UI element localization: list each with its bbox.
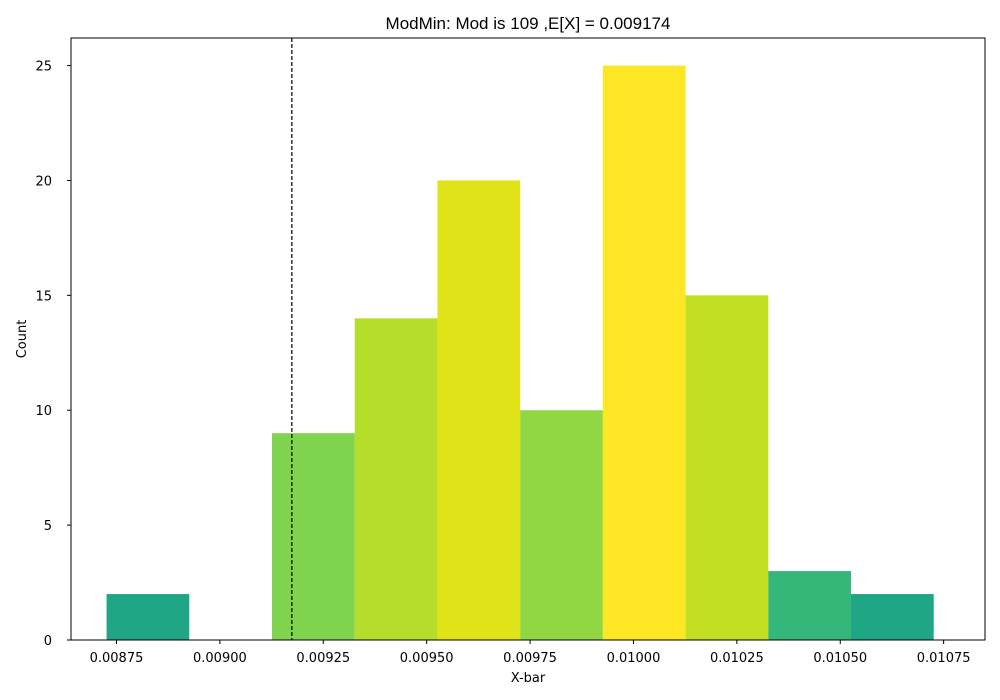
x-tick-label: 0.00875 [90, 651, 144, 666]
histogram-bar [271, 433, 355, 640]
plot-frame [70, 37, 986, 641]
histogram-bar [602, 65, 686, 641]
x-tick-label: 0.01000 [607, 651, 661, 666]
histogram-bar [685, 295, 769, 640]
x-tick-label: 0.00975 [503, 651, 557, 666]
x-tick-label: 0.00925 [296, 651, 350, 666]
bars-group [106, 65, 934, 641]
histogram-bar [851, 594, 934, 640]
x-tick-label: 0.00900 [193, 651, 247, 666]
y-tick-label: 0 [44, 634, 52, 649]
histogram-bar [768, 571, 852, 640]
y-tick-label: 20 [35, 174, 52, 189]
y-tick-label: 5 [44, 519, 52, 534]
y-tick-label: 15 [35, 289, 52, 304]
chart-title: ModMin: Mod is 109 ,E[X] = 0.009174 [386, 14, 671, 33]
y-axis-label: Count [15, 320, 30, 359]
x-tick-label: 0.01025 [710, 651, 764, 666]
y-tick-label: 25 [35, 60, 52, 75]
x-axis-label: X-bar [511, 671, 546, 686]
histogram-bar [437, 180, 521, 640]
x-tick-label: 0.01050 [813, 651, 867, 666]
histogram-bar [354, 318, 438, 640]
x-tick-label: 0.01075 [917, 651, 971, 666]
histogram-bar [520, 410, 603, 640]
y-axis-ticks: 0 5 10 15 20 25 [35, 60, 71, 649]
x-tick-label: 0.00950 [400, 651, 454, 666]
x-axis-ticks: 0.00875 0.00900 0.00925 0.00950 0.00975 0.010… [90, 640, 971, 666]
y-tick-label: 10 [35, 404, 52, 419]
histogram-bar [106, 594, 190, 640]
